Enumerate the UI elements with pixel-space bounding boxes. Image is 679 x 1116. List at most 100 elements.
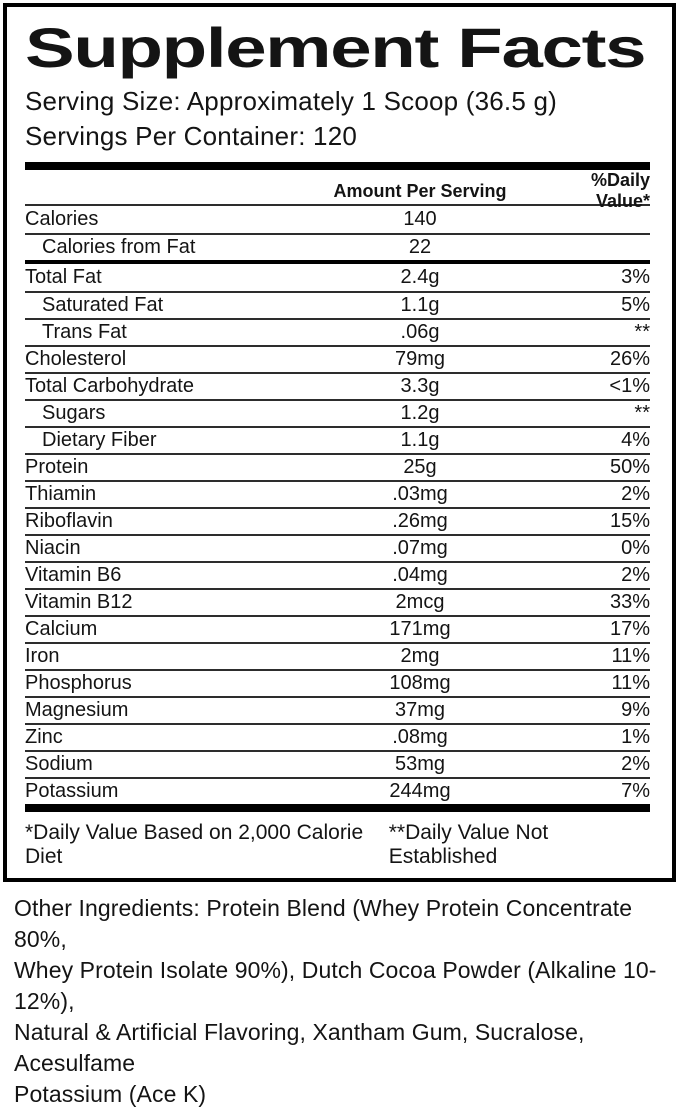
nutrient-name: Iron <box>25 645 60 667</box>
nutrient-amount: 140 <box>403 208 437 230</box>
nutrient-dv: ** <box>634 321 650 343</box>
nutrient-amount: .08mg <box>392 726 448 748</box>
nutrient-amount: .04mg <box>392 564 448 586</box>
nutrient-name: Phosphorus <box>25 672 132 694</box>
nutrient-name: Zinc <box>25 726 63 748</box>
supplement-facts-panel: Supplement Facts Serving Size: Approxima… <box>3 3 676 882</box>
nutrient-dv: 50% <box>609 456 650 478</box>
other-ingredients-line: Whey Protein Isolate 90%), Dutch Cocoa P… <box>14 957 657 1014</box>
table-row: Total Fat 2.4g 3% <box>25 264 650 291</box>
nutrient-dv: 3% <box>621 266 650 288</box>
nutrient-name: Total Fat <box>25 266 102 288</box>
nutrient-amount: 171mg <box>389 618 451 640</box>
nutrient-amount: 2mg <box>400 645 440 667</box>
other-ingredients-line: Potassium (Ace K) <box>14 1081 207 1107</box>
amount-column-header: Amount Per Serving <box>333 180 507 201</box>
nutrient-amount: 22 <box>408 236 432 258</box>
table-row: Niacin .07mg 0% <box>25 534 650 561</box>
supplement-label-page: Supplement Facts Serving Size: Approxima… <box>0 3 679 1116</box>
nutrient-amount: 3.3g <box>400 375 440 397</box>
nutrient-amount: 1.1g <box>400 429 440 451</box>
nutrient-dv: 2% <box>621 753 650 775</box>
other-ingredients-line: Other Ingredients: Protein Blend (Whey P… <box>14 895 633 952</box>
nutrient-name: Calcium <box>25 618 98 640</box>
nutrient-name: Riboflavin <box>25 510 113 532</box>
footnote-row: *Daily Value Based on 2,000 Calorie Diet… <box>25 812 650 878</box>
table-row: Total Carbohydrate 3.3g <1% <box>25 372 650 399</box>
nutrient-amount: 244mg <box>389 780 451 802</box>
table-row: Trans Fat .06g ** <box>25 318 650 345</box>
page-title: Supplement Facts <box>25 16 647 79</box>
nutrient-dv: 5% <box>621 294 650 316</box>
nutrient-amount: 79mg <box>394 348 446 370</box>
table-header-row: Amount Per Serving %Daily Value* <box>25 170 650 211</box>
table-row: Magnesium 37mg 9% <box>25 696 650 723</box>
table-row: Saturated Fat 1.1g 5% <box>25 291 650 318</box>
nutrient-dv: 9% <box>621 699 650 721</box>
nutrient-dv: 11% <box>611 645 650 667</box>
nutrient-amount: 1.2g <box>400 402 440 424</box>
nutrient-name: Sodium <box>25 753 93 775</box>
table-row: Vitamin B6 .04mg 2% <box>25 561 650 588</box>
table-row: Cholesterol 79mg 26% <box>25 345 650 372</box>
table-row: Sugars 1.2g ** <box>25 399 650 426</box>
other-ingredients: Other Ingredients: Protein Blend (Whey P… <box>0 885 679 1116</box>
nutrient-amount: 25g <box>403 456 437 478</box>
nutrient-name: Trans Fat <box>42 321 127 343</box>
nutrient-name: Magnesium <box>25 699 129 721</box>
nutrient-name: Protein <box>25 456 89 478</box>
nutrient-dv: 33% <box>609 591 650 613</box>
daily-value-column-header: %Daily Value* <box>590 170 650 211</box>
divider-bar-calories <box>25 260 650 264</box>
table-row: Protein 25g 50% <box>25 453 650 480</box>
nutrient-name: Total Carbohydrate <box>25 375 194 397</box>
nutrient-dv: 7% <box>621 780 650 802</box>
table-row: Iron 2mg 11% <box>25 642 650 669</box>
nutrient-dv: 11% <box>611 672 650 694</box>
nutrient-name: Calories from Fat <box>42 236 196 258</box>
nutrient-name: Sugars <box>42 402 106 424</box>
table-row: Thiamin .03mg 2% <box>25 480 650 507</box>
nutrient-dv: 17% <box>609 618 650 640</box>
table-row: Dietary Fiber 1.1g 4% <box>25 426 650 453</box>
nutrient-amount: .26mg <box>392 510 448 532</box>
nutrient-dv: 0% <box>621 537 650 559</box>
table-row: Calcium 171mg 17% <box>25 615 650 642</box>
nutrient-name: Vitamin B12 <box>25 591 133 613</box>
nutrient-dv: 2% <box>621 483 650 505</box>
nutrient-rows: Total Fat 2.4g 3% Saturated Fat 1.1g 5% … <box>25 264 650 804</box>
nutrient-amount: 2mcg <box>395 591 445 613</box>
nutrient-amount: 37mg <box>394 699 446 721</box>
nutrient-dv: 1% <box>621 726 650 748</box>
nutrient-name: Cholesterol <box>25 348 127 370</box>
table-row: Riboflavin .26mg 15% <box>25 507 650 534</box>
nutrient-dv: 4% <box>621 429 650 451</box>
footnote-not-established: **Daily Value Not Established <box>388 821 549 868</box>
nutrient-dv: 2% <box>621 564 650 586</box>
nutrient-name: Niacin <box>25 537 81 559</box>
divider-bar-top <box>25 162 650 170</box>
divider-bar-bottom <box>25 804 650 812</box>
other-ingredients-line: Natural & Artificial Flavoring, Xantham … <box>14 1019 585 1076</box>
nutrient-name: Vitamin B6 <box>25 564 122 586</box>
calorie-rows: Calories 140 Calories from Fat 22 <box>25 206 650 260</box>
nutrient-amount: 108mg <box>389 672 451 694</box>
nutrient-dv: 15% <box>609 510 650 532</box>
table-row: Potassium 244mg 7% <box>25 777 650 804</box>
nutrient-amount: .03mg <box>392 483 448 505</box>
table-row: Phosphorus 108mg 11% <box>25 669 650 696</box>
serving-size-line: Serving Size: Approximately 1 Scoop (36.… <box>25 86 557 116</box>
table-row: Vitamin B12 2mcg 33% <box>25 588 650 615</box>
nutrient-name: Thiamin <box>25 483 97 505</box>
nutrient-name: Calories <box>25 208 99 230</box>
nutrient-dv: 26% <box>609 348 650 370</box>
nutrient-amount: 1.1g <box>400 294 440 316</box>
table-row: Calories 140 <box>25 206 650 233</box>
table-row: Zinc .08mg 1% <box>25 723 650 750</box>
nutrient-amount: 2.4g <box>400 266 440 288</box>
table-row: Calories from Fat 22 <box>25 233 650 260</box>
nutrient-amount: .06g <box>400 321 440 343</box>
nutrient-dv: <1% <box>609 375 650 397</box>
nutrient-name: Dietary Fiber <box>42 429 157 451</box>
serving-info: Serving Size: Approximately 1 Scoop (36.… <box>25 84 650 154</box>
